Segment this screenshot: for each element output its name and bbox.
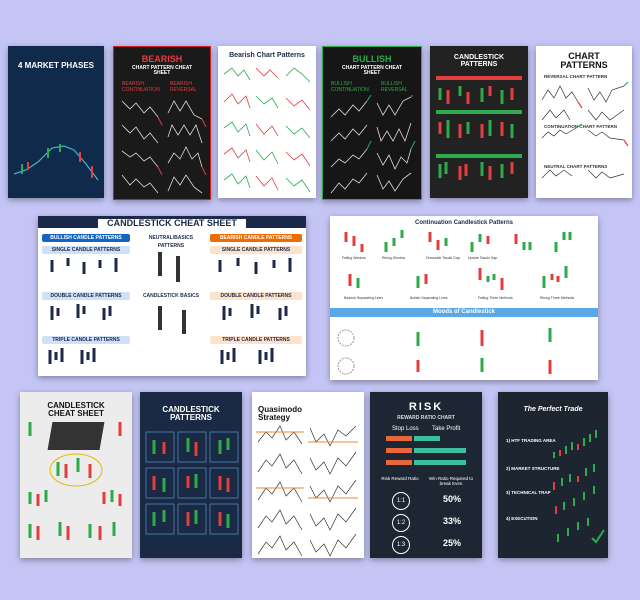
column-label: BEARISH CONTINUATION (122, 81, 160, 93)
section-header: BULLISH CANDLE PATTERNS (42, 234, 130, 242)
poster-bullish-cheat-sheet[interactable]: BULLISH CHART PATTERN CHEAT SHEET BULLIS… (322, 46, 422, 200)
poster-candlestick-patterns-navy[interactable]: CANDLESTICK PATTERNS (140, 392, 242, 558)
section-header: DOUBLE CANDLE PATTERNS (210, 292, 302, 300)
section-header: SINGLE CANDLE PATTERNS (42, 246, 130, 254)
step-label: 2) MARKET STRUCTURE (506, 466, 560, 471)
poster-title: CANDLESTICK CHEAT SHEET (98, 218, 246, 229)
bearish-patterns-grid (223, 67, 311, 193)
poster-subtitle: CHART PATTERN CHEAT SHEET (132, 65, 192, 77)
poster-title: Quasimodo Strategy (258, 405, 303, 423)
ratio-circle: 1:3 (392, 536, 410, 554)
poster-title: The Perfect Trade (523, 406, 583, 413)
poster-perfect-trade[interactable]: The Perfect Trade 1) HTF TRADING AREA 2)… (498, 392, 608, 558)
section-bar (436, 154, 522, 158)
section-label: NEUTRAL CHART PATTERNS (544, 164, 608, 169)
poster-subtitle: CHART PATTERN CHEAT SHEET (342, 65, 402, 77)
pattern-label: Rising Window (382, 256, 406, 260)
step-label: 3) TECHNICAL TRAP (506, 490, 551, 495)
section-label: CONTINUATION CHART PATTERN (544, 124, 617, 129)
pattern-label: Bearish Separating Lines (344, 296, 384, 300)
rr-bar-3-stop (386, 460, 412, 465)
column-header-ratio: Risk Reward Ratio (381, 476, 419, 481)
rr-bar-2-stop (386, 448, 412, 453)
bearish-patterns (121, 100, 207, 194)
poster-title: CANDLESTICK PATTERNS (162, 405, 220, 423)
section-header: BEARISH CANDLE PATTERNS (210, 234, 302, 242)
ratio-circle: 1:2 (392, 514, 410, 532)
quasimodo-diagrams (256, 425, 358, 557)
ratio-circle: 1:1 (392, 492, 410, 510)
section-header: TRIPLE CANDLE PATTERNS (210, 336, 302, 344)
poster-bearish-cheat-sheet[interactable]: BEARISH CHART PATTERN CHEAT SHEET BEARIS… (113, 46, 211, 200)
section-bar (436, 76, 522, 80)
poster-title: CANDLESTICK CHEAT SHEET (47, 401, 105, 419)
poster-candlestick-patterns-dark[interactable]: CANDLESTICK PATTERNS (430, 46, 528, 198)
section-header: NEUTRAL/BASICS PATTERNS (136, 234, 206, 250)
win-value: 50% (442, 494, 461, 504)
win-value: 33% (442, 516, 461, 526)
pattern-label: Falling Window (342, 256, 366, 260)
step-label: 1) HTF TRADING AREA (506, 438, 556, 443)
poster-chart-patterns[interactable]: CHART PATTERNS REVERSAL CHART PATTERN CO… (536, 46, 632, 198)
phases-chart (13, 144, 99, 181)
poster-title: CANDLESTICK PATTERNS (453, 54, 505, 69)
pattern-label: Rising Three Methods (540, 296, 575, 300)
win-value: 25% (442, 538, 461, 548)
poster-title: 4 MARKET PHASES (17, 61, 94, 70)
candles-grid (438, 86, 514, 180)
stop-loss-label: Stop Loss (392, 426, 419, 432)
section-header: DOUBLE CANDLE PATTERNS (42, 292, 130, 300)
section-header: CANDLESTICK BASICS (136, 292, 206, 300)
poster-bearish-chart-patterns[interactable]: Bearish Chart Patterns (218, 46, 316, 198)
column-label: BULLISH REVERSAL (381, 81, 408, 93)
poster-candlestick-cheat-sheet-grey[interactable]: CANDLESTICK CHEAT SHEET (20, 392, 132, 558)
continuation-candles (337, 230, 572, 375)
perfect-trade-chart (553, 430, 605, 544)
column-header-win: Win Ratio Required to break Even (428, 476, 474, 486)
pattern-label: Downside Tasuki Gap (426, 256, 460, 260)
column-label: BEARISH REVERSAL (170, 81, 197, 93)
poster-risk-reward[interactable]: RISK REWARD RATIO CHART Stop Loss Take P… (370, 392, 482, 558)
moods-bar (330, 308, 598, 317)
grey-sheet-candles (28, 422, 122, 540)
poster-continuation-patterns[interactable]: Continuation Candlestick Patterns Moods … (330, 216, 598, 380)
chart-patterns-grid (541, 81, 629, 179)
column-label: BULLISH CONTINUATION (331, 81, 369, 93)
section-label: REVERSAL CHART PATTERN (544, 74, 608, 79)
pattern-label: Falling Three Methods (478, 296, 513, 300)
rr-bar-3-take (414, 460, 466, 465)
poster-title: Bearish Chart Patterns (229, 52, 305, 59)
rr-bar-1-take (414, 436, 440, 441)
rr-bar-2-take (414, 448, 466, 453)
take-profit-label: Take Profit (432, 426, 461, 432)
poster-title: CHART PATTERNS (560, 51, 608, 71)
section-header: TRIPLE CANDLE PATTERNS (42, 336, 130, 344)
rr-bar-1-stop (386, 436, 412, 441)
section-header: SINGLE CANDLE PATTERNS (210, 246, 302, 254)
poster-quasimodo-strategy[interactable]: Quasimodo Strategy (252, 392, 364, 558)
pattern-label: Bullish Separating Lines (410, 296, 448, 300)
cheat-sheet-candles (48, 252, 292, 364)
step-label: 4) EXECUTION (506, 516, 538, 521)
pattern-label: Upside Tasuki Gap (468, 256, 498, 260)
poster-subtitle: REWARD RATIO CHART (397, 415, 455, 421)
section-bar (436, 110, 522, 114)
poster-title: BEARISH (141, 54, 183, 64)
navy-sheet-candles (145, 431, 239, 535)
poster-candlestick-cheat-sheet-wide[interactable]: CANDLESTICK CHEAT SHEET BULLISH CANDLE P… (38, 216, 306, 376)
poster-market-phases[interactable]: 4 MARKET PHASES (8, 46, 104, 198)
poster-title: Continuation Candlestick Patterns (414, 220, 513, 226)
bullish-patterns (330, 95, 416, 194)
poster-title: RISK (408, 401, 444, 413)
moods-title: Moods of Candlestick (432, 309, 495, 315)
poster-title: BULLISH (352, 54, 392, 64)
